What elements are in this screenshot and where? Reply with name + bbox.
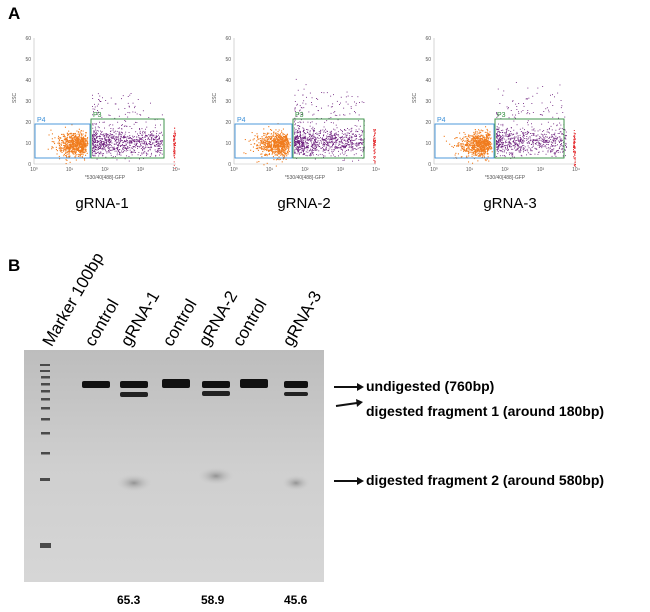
gfp-negative-population — [47, 124, 89, 165]
x-tick-label: 10² — [301, 167, 309, 173]
y-tick-label: 40 — [25, 78, 31, 84]
band-label-undigested: undigested (760bp) — [366, 378, 495, 394]
flow-plot-grna-1: 60 50 40 30 20 10 0 10⁰ 10¹ 10² 10³ 10⁴ SSC *530/40[4… — [10, 30, 180, 190]
gfp-positive-population — [294, 78, 365, 162]
gate-p3 — [90, 118, 165, 159]
x-tick-label: 10² — [101, 167, 109, 173]
plot-title-grna-1: gRNA-1 — [75, 195, 129, 212]
band-label-fragment-1: digested fragment 1 (around 180bp) — [366, 403, 605, 419]
gate-p3 — [292, 118, 365, 159]
y-tick-label: 60 — [225, 36, 231, 42]
x-tick-label: 10⁴ — [172, 167, 180, 173]
x-tick-label: 10⁰ — [230, 167, 238, 173]
gate-p3-label: P3 — [295, 112, 304, 119]
gate-p4 — [34, 123, 91, 159]
gate-p3 — [494, 118, 565, 159]
y-tick-label: 20 — [25, 120, 31, 126]
y-tick-label: 40 — [425, 78, 431, 84]
lane-label-control-2: control — [158, 295, 201, 350]
flow-plot-grna-2: 60 50 40 30 20 10 0 10⁰ 10¹ 10² 10³ 10⁴ SSC *530/40[4… — [210, 30, 380, 190]
y-tick-label: 60 — [425, 36, 431, 42]
x-tick-label: 10⁰ — [30, 167, 38, 173]
y-tick-label: 0 — [228, 162, 231, 168]
y-tick-label: 0 — [28, 162, 31, 168]
x-tick-label: 10¹ — [466, 167, 474, 173]
band-arrows — [334, 383, 364, 485]
y-axis-label: SSC — [12, 92, 18, 103]
gfp-negative-population — [443, 126, 493, 164]
gate-p4-label: P4 — [37, 117, 46, 124]
gate-p4-label: P4 — [437, 117, 446, 124]
cleavage-percent-grna-3: 45.6 — [284, 593, 308, 607]
y-tick-label: 20 — [225, 120, 231, 126]
y-tick-label: 50 — [425, 57, 431, 63]
plot-title-grna-2: gRNA-2 — [277, 195, 331, 212]
lane-label-control-1: control — [80, 295, 123, 350]
x-tick-label: 10⁴ — [572, 167, 580, 173]
cleavage-percent-grna-1: 65.3 — [117, 593, 141, 607]
y-tick-label: 10 — [425, 141, 431, 147]
gate-p3-label: P3 — [497, 112, 506, 119]
y-tick-label: 20 — [425, 120, 431, 126]
x-tick-label: 10³ — [337, 167, 345, 173]
y-tick-label: 0 — [428, 162, 431, 168]
x-axis-label: *530/40[488]-GFP — [485, 175, 526, 181]
y-tick-label: 60 — [25, 36, 31, 42]
gfp-negative-population — [243, 123, 291, 167]
band-label-fragment-2: digested fragment 2 (around 580bp) — [366, 472, 605, 488]
gfp-positive-population — [496, 82, 567, 159]
gate-p4-label: P4 — [237, 117, 246, 124]
flow-plot-grna-3: 60 50 40 30 20 10 0 10⁰ 10¹ 10² 10³ 10⁴ SSC *530/40[4… — [410, 30, 580, 190]
x-tick-label: 10³ — [537, 167, 545, 173]
x-tick-label: 10⁴ — [372, 167, 380, 173]
gate-p4 — [434, 123, 495, 159]
y-tick-label: 10 — [25, 141, 31, 147]
y-tick-label: 30 — [25, 99, 31, 105]
panel-a-letter: A — [8, 4, 21, 23]
y-tick-label: 50 — [225, 57, 231, 63]
saturated-events — [373, 129, 376, 164]
x-tick-label: 10³ — [137, 167, 145, 173]
saturated-events — [173, 127, 176, 169]
y-tick-label: 30 — [425, 99, 431, 105]
x-tick-label: 10¹ — [266, 167, 274, 173]
saturated-events — [573, 130, 576, 167]
x-axis-label: *530/40[488]-GFP — [85, 175, 126, 181]
lane-label-grna-1: gRNA-1 — [116, 287, 164, 350]
panel-b-letter: B — [8, 256, 21, 275]
x-tick-label: 10¹ — [66, 167, 74, 173]
y-tick-label: 40 — [225, 78, 231, 84]
plot-title-grna-3: gRNA-3 — [483, 195, 537, 212]
cleavage-percent-grna-2: 58.9 — [201, 593, 225, 607]
lane-label-grna-3: gRNA-3 — [278, 287, 326, 350]
agarose-gel-image — [24, 350, 324, 582]
gate-p3-label: P3 — [93, 112, 102, 119]
y-tick-label: 50 — [25, 57, 31, 63]
x-tick-label: 10² — [501, 167, 509, 173]
y-tick-label: 10 — [225, 141, 231, 147]
y-tick-label: 30 — [225, 99, 231, 105]
y-axis-label: SSC — [412, 92, 418, 103]
gate-p4 — [234, 123, 293, 159]
x-axis-label: *530/40[488]-GFP — [285, 175, 326, 181]
x-tick-label: 10⁰ — [430, 167, 438, 173]
gfp-positive-population — [92, 93, 163, 162]
y-axis-label: SSC — [212, 92, 218, 103]
